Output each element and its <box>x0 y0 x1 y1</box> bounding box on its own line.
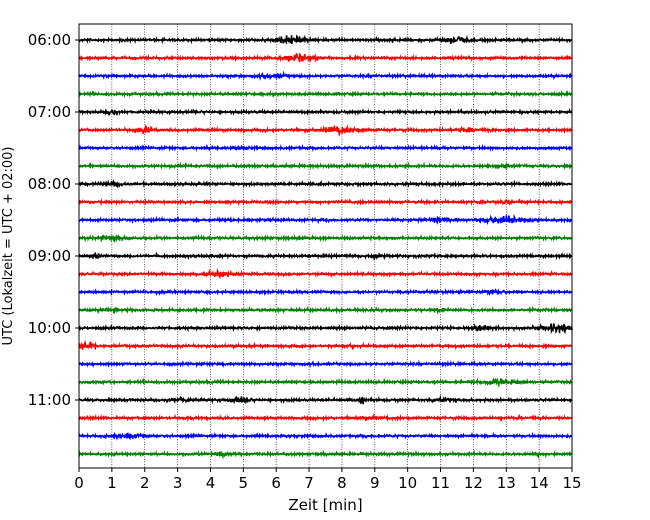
seismic-traces <box>78 34 573 460</box>
trace-1115 <box>78 413 573 423</box>
trace-0900 <box>78 251 573 261</box>
x-tick-label: 2 <box>140 474 150 492</box>
x-tick-label: 0 <box>74 474 84 492</box>
x-axis-ticks: 0 1 2 3 4 5 6 7 8 9 10 11 12 13 14 15 <box>74 468 582 492</box>
x-tick-label: 3 <box>173 474 183 492</box>
x-tick-label: 9 <box>370 474 380 492</box>
x-tick-label: 15 <box>562 474 581 492</box>
x-tick-label: 4 <box>206 474 216 492</box>
trace-0715 <box>78 124 573 137</box>
x-tick-label: 14 <box>530 474 549 492</box>
x-tick-label: 12 <box>464 474 483 492</box>
y-tick-label: 11:00 <box>28 391 71 409</box>
trace-0600 <box>78 34 573 45</box>
trace-1030 <box>78 359 573 369</box>
trace-0945 <box>78 305 573 315</box>
trace-1130 <box>78 431 573 441</box>
trace-0615 <box>78 52 573 63</box>
x-tick-label: 7 <box>304 474 314 492</box>
x-tick-label: 8 <box>337 474 347 492</box>
y-tick-label: 09:00 <box>28 247 71 265</box>
trace-1015 <box>78 339 573 351</box>
trace-0815 <box>78 197 573 207</box>
x-tick-label: 1 <box>107 474 117 492</box>
plot-frame <box>78 23 573 469</box>
y-tick-label: 06:00 <box>28 31 71 49</box>
x-tick-label: 11 <box>431 474 450 492</box>
x-tick-label: 10 <box>398 474 417 492</box>
trace-1000 <box>78 322 573 335</box>
vertical-grid-lines <box>111 24 540 468</box>
y-tick-label: 10:00 <box>28 319 71 337</box>
trace-0730 <box>78 143 573 153</box>
y-tick-label: 07:00 <box>28 103 71 121</box>
trace-1100 <box>78 394 573 405</box>
trace-0845 <box>78 233 573 243</box>
x-axis-label: Zeit [min] <box>288 496 362 514</box>
trace-0930 <box>78 287 573 297</box>
y-axis-label: UTC (Lokalzeit = UTC + 02:00) <box>1 147 16 346</box>
trace-1145 <box>78 449 573 460</box>
x-tick-label: 13 <box>497 474 516 492</box>
y-axis-ticks: 06:00 07:00 08:00 09:00 10:00 11:00 <box>28 31 79 409</box>
trace-0630 <box>78 70 573 81</box>
trace-0800 <box>78 179 573 189</box>
trace-0645 <box>78 89 573 99</box>
trace-0700 <box>78 107 573 117</box>
x-tick-label: 6 <box>271 474 281 492</box>
trace-0915 <box>78 267 573 280</box>
trace-0745 <box>78 161 573 171</box>
trace-0830 <box>78 213 573 226</box>
x-tick-label: 5 <box>239 474 249 492</box>
trace-1045 <box>78 377 573 388</box>
y-tick-label: 08:00 <box>28 175 71 193</box>
